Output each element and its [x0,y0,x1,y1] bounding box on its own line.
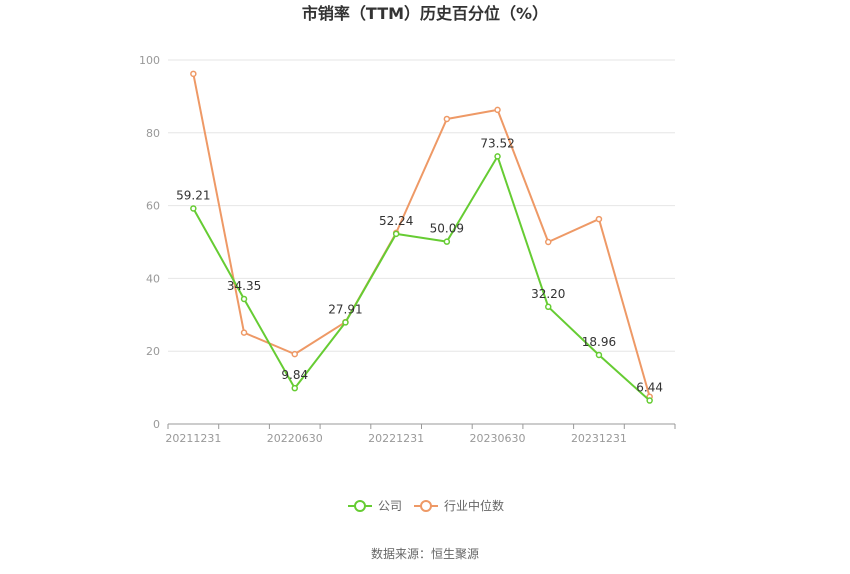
y-tick-label: 0 [153,418,160,431]
data-point [240,329,248,336]
data-point [291,350,298,358]
legend[interactable]: 公司 行业中位数 [348,498,504,513]
data-label: 18.96 [582,335,616,349]
data-point [291,384,298,392]
data-point [646,397,653,404]
y-tick-label: 80 [146,127,160,140]
data-point [342,319,349,326]
data-point [494,106,501,114]
data-point [443,238,451,245]
data-point [494,153,501,160]
series-layer [190,70,653,404]
x-tick-label: 20211231 [165,432,221,445]
data-point [595,351,603,359]
data-point [190,70,197,78]
legend-marker [354,500,366,512]
y-axis: 0 20 40 60 80 100 [139,54,160,431]
data-point [545,303,552,311]
data-label: 73.52 [480,136,514,150]
data-label: 9.84 [281,368,308,382]
data-label: 52.24 [379,214,413,228]
x-axis: 20211231 20220630 20221231 20230630 20231231 [165,423,676,445]
data-label: 6.44 [636,381,663,395]
data-point [595,215,603,223]
y-tick-label: 20 [146,345,160,358]
data-labels: 59.21 34.35 9.84 27.91 52.24 50.09 73.52 32.20 1… [176,136,663,394]
x-tick-label: 20230630 [470,432,526,445]
data-point [190,205,197,212]
series-line-0 [192,155,651,402]
legend-item-1[interactable]: 行业中位数 [414,498,504,513]
data-label: 50.09 [430,222,464,236]
x-tick-label: 20220630 [267,432,323,445]
data-label: 27.91 [328,302,362,316]
data-point [443,115,451,123]
data-point [240,295,248,303]
data-point [545,238,552,246]
source-note: 数据来源：恒生聚源 [371,546,479,561]
legend-label: 行业中位数 [444,498,504,513]
grid [168,59,675,352]
legend-marker [420,500,432,512]
legend-item-0[interactable]: 公司 [348,499,402,513]
y-tick-label: 40 [146,272,160,285]
legend-label: 公司 [378,499,402,513]
data-label: 32.20 [531,287,565,301]
x-tick-label: 20221231 [368,432,424,445]
data-label: 34.35 [227,279,261,293]
chart-title: 市销率（TTM）历史百分位（%） [302,4,548,23]
y-tick-label: 100 [139,54,160,67]
y-tick-label: 60 [146,200,160,213]
data-point [392,230,400,238]
x-tick-label: 20231231 [571,432,627,445]
data-label: 59.21 [176,188,210,202]
